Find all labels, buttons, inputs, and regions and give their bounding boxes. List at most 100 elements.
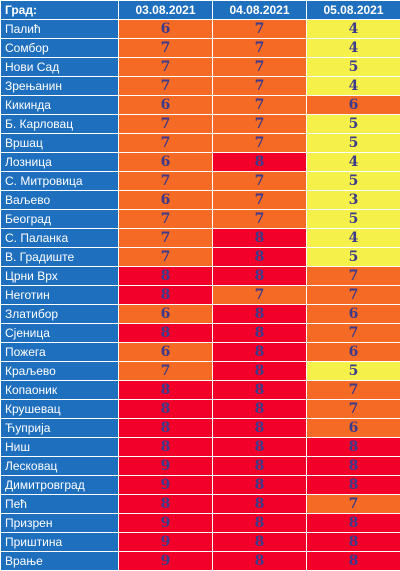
uv-value-cell: 8 [213, 552, 307, 571]
uv-value-cell: 9 [119, 514, 213, 533]
city-name: Зрењанин [1, 77, 119, 96]
uv-value-cell: 7 [119, 248, 213, 267]
uv-value-cell: 7 [119, 115, 213, 134]
uv-value-cell: 4 [307, 20, 400, 39]
uv-value-cell: 7 [307, 400, 400, 419]
uv-value-cell: 8 [213, 248, 307, 267]
date-column-header: 03.08.2021 [119, 1, 213, 20]
uv-value-cell: 6 [119, 96, 213, 115]
uv-value-cell: 5 [307, 210, 400, 229]
city-name: Златибор [1, 305, 119, 324]
uv-value-cell: 7 [307, 286, 400, 305]
uv-value-cell: 8 [119, 381, 213, 400]
header-row: Град: 03.08.2021 04.08.2021 05.08.2021 [1, 1, 400, 20]
city-name: Ниш [1, 438, 119, 457]
uv-value-cell: 8 [213, 533, 307, 552]
uv-value-cell: 4 [307, 77, 400, 96]
uv-value-cell: 7 [307, 267, 400, 286]
uv-value-cell: 8 [213, 305, 307, 324]
uv-value-cell: 6 [119, 343, 213, 362]
uv-value-cell: 8 [307, 438, 400, 457]
uv-value-cell: 8 [307, 457, 400, 476]
uv-value-cell: 8 [213, 267, 307, 286]
uv-value-cell: 8 [213, 381, 307, 400]
uv-value-cell: 8 [213, 153, 307, 172]
uv-value-cell: 6 [119, 153, 213, 172]
uv-value-cell: 8 [307, 533, 400, 552]
city-name: Ваљево [1, 191, 119, 210]
uv-value-cell: 5 [307, 362, 400, 381]
uv-value-cell: 9 [119, 552, 213, 571]
uv-value-cell: 5 [307, 134, 400, 153]
uv-value-cell: 7 [213, 134, 307, 153]
city-name: Кикинда [1, 96, 119, 115]
city-name: Копаоник [1, 381, 119, 400]
uv-value-cell: 7 [307, 381, 400, 400]
city-name: Сомбор [1, 39, 119, 58]
uv-value-cell: 7 [119, 210, 213, 229]
city-name: Нови Сад [1, 58, 119, 77]
date-column-header: 05.08.2021 [307, 1, 400, 20]
uv-value-cell: 8 [307, 552, 400, 571]
uv-value-cell: 8 [213, 400, 307, 419]
uv-value-cell: 4 [307, 153, 400, 172]
uv-value-cell: 7 [213, 286, 307, 305]
city-name: Вршац [1, 134, 119, 153]
uv-value-cell: 5 [307, 248, 400, 267]
uv-value-cell: 6 [119, 305, 213, 324]
uv-value-cell: 7 [213, 20, 307, 39]
uv-value-cell: 6 [307, 343, 400, 362]
uv-value-cell: 8 [213, 362, 307, 381]
uv-value-cell: 5 [307, 115, 400, 134]
uv-value-cell: 8 [213, 419, 307, 438]
city-name: С. Паланка [1, 229, 119, 248]
uv-value-cell: 8 [119, 267, 213, 286]
city-name: Крушевац [1, 400, 119, 419]
city-name: Неготин [1, 286, 119, 305]
uv-value-cell: 8 [119, 438, 213, 457]
city-name: Сјеница [1, 324, 119, 343]
uv-value-cell: 8 [307, 476, 400, 495]
city-name: Краљево [1, 362, 119, 381]
date-column-header: 04.08.2021 [213, 1, 307, 20]
uv-value-cell: 8 [213, 438, 307, 457]
uv-value-cell: 7 [307, 495, 400, 514]
uv-value-cell: 7 [119, 134, 213, 153]
uv-value-cell: 4 [307, 229, 400, 248]
uv-value-cell: 7 [213, 58, 307, 77]
uv-value-cell: 7 [119, 229, 213, 248]
uv-value-cell: 7 [213, 210, 307, 229]
uv-value-cell: 7 [119, 172, 213, 191]
uv-value-cell: 7 [213, 77, 307, 96]
uv-value-cell: 8 [213, 229, 307, 248]
uv-value-cell: 8 [119, 495, 213, 514]
uv-value-cell: 7 [213, 39, 307, 58]
city-name: В. Градиште [1, 248, 119, 267]
uv-value-cell: 6 [119, 20, 213, 39]
uv-value-cell: 7 [307, 324, 400, 343]
uv-value-cell: 6 [307, 305, 400, 324]
uv-value-cell: 7 [119, 362, 213, 381]
city-name: Београд [1, 210, 119, 229]
uv-value-cell: 8 [213, 324, 307, 343]
city-name: Димитровград [1, 476, 119, 495]
